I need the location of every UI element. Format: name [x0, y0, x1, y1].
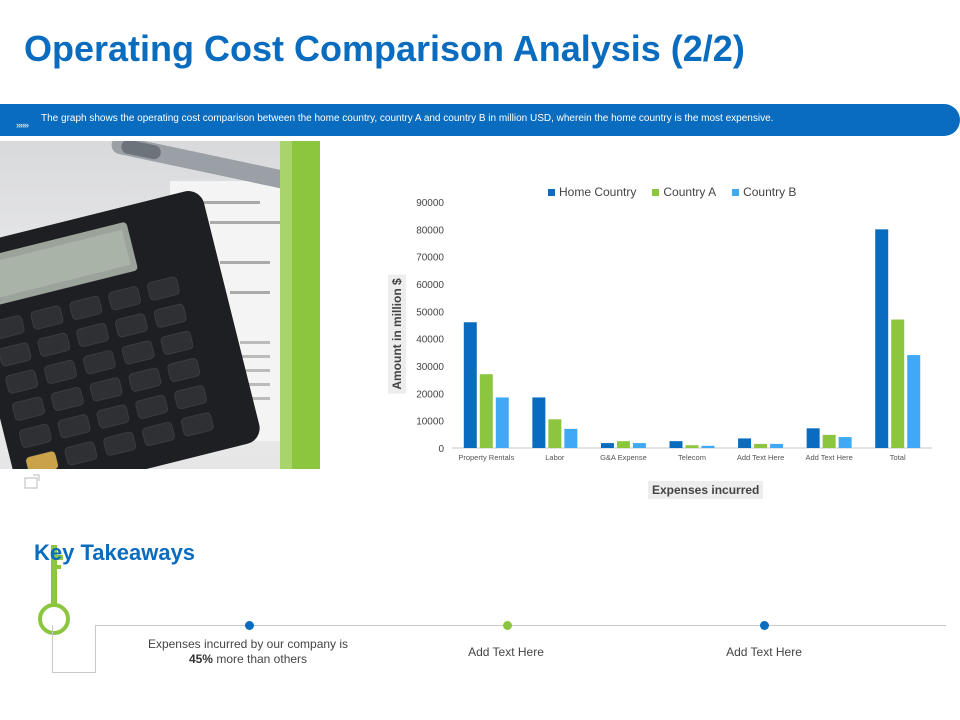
bar-country-b: [632, 443, 646, 448]
bar-home-country: [600, 443, 614, 448]
bar-home-country: [806, 428, 820, 448]
page-title: Operating Cost Comparison Analysis (2/2): [24, 28, 745, 69]
y-axis-label: Amount in million $: [388, 274, 406, 394]
y-tick-label: 90000: [416, 198, 444, 209]
takeaway-2-text: Add Text Here: [468, 645, 544, 659]
y-tick-label: 50000: [416, 307, 444, 318]
legend-label-home-country: Home Country: [559, 185, 637, 199]
bar-home-country: [875, 229, 889, 448]
y-tick-label: 30000: [416, 362, 444, 373]
banner-text: The graph shows the operating cost compa…: [41, 113, 774, 124]
legend-item-country-b: Country B: [732, 185, 796, 199]
green-strip-highlight: [280, 141, 292, 469]
bar-country-a: [616, 441, 630, 448]
legend-swatch-country-b: [732, 188, 740, 196]
y-tick-label: 60000: [416, 280, 444, 291]
x-tick-label: Total: [890, 453, 906, 462]
description-banner: »»» The graph shows the operating cost c…: [0, 104, 960, 136]
takeaway-1-text: Expenses incurred by our company is: [147, 637, 349, 651]
takeaway-3: Add Text Here: [644, 645, 884, 660]
x-tick-label: G&A Expense: [600, 453, 647, 462]
timeline-dot-2: [503, 621, 512, 630]
timeline-bracket: [52, 625, 96, 673]
bar-country-a: [685, 445, 699, 448]
takeaway-1-suffix: more than others: [212, 652, 308, 666]
takeaway-3-text: Add Text Here: [726, 645, 802, 659]
timeline-dot-1: [245, 621, 254, 630]
takeaway-1-highlight: 45%: [188, 652, 213, 666]
y-tick-label: 80000: [416, 225, 444, 236]
legend-swatch-country-a: [652, 188, 660, 196]
timeline-line: [96, 625, 946, 626]
image-placeholder-icon: [24, 474, 40, 490]
bar-country-b: [701, 445, 715, 448]
bar-home-country: [738, 438, 752, 448]
x-tick-label: Property Rentals: [458, 453, 514, 462]
x-tick-label: Labor: [545, 453, 565, 462]
bar-country-b: [838, 437, 852, 448]
takeaway-2: Add Text Here: [386, 645, 626, 660]
calculator-photo: [0, 141, 320, 469]
bar-home-country: [669, 441, 683, 448]
chart-legend: Home Country Country A Country B: [548, 185, 796, 199]
legend-label-country-b: Country B: [743, 185, 797, 199]
takeaway-1: Expenses incurred by our company is 45% …: [128, 637, 368, 667]
y-tick-label: 0: [438, 444, 444, 455]
legend-label-country-a: Country A: [663, 185, 717, 199]
x-tick-label: Add Text Here: [737, 453, 784, 462]
y-tick-label: 70000: [416, 253, 444, 264]
bar-home-country: [463, 322, 477, 448]
legend-item-home-country: Home Country: [548, 185, 636, 199]
timeline-dot-3: [760, 621, 769, 630]
bar-country-a: [822, 434, 836, 448]
x-axis-label: Expenses incurred: [648, 481, 764, 499]
x-tick-label: Add Text Here: [805, 453, 852, 462]
y-tick-label: 10000: [416, 417, 444, 428]
bar-country-a: [891, 319, 905, 448]
bar-country-b: [907, 355, 921, 448]
legend-item-country-a: Country A: [652, 185, 716, 199]
bar-country-a: [479, 374, 493, 448]
bar-country-a: [548, 419, 562, 448]
y-tick-label: 20000: [416, 389, 444, 400]
key-takeaways-title: Key Takeaways: [34, 540, 196, 565]
bar-country-b: [770, 443, 784, 448]
calculator-illustration: [0, 141, 318, 469]
bar-country-b: [564, 428, 578, 448]
legend-swatch-home-country: [548, 188, 555, 196]
bar-home-country: [532, 397, 546, 448]
bar-country-b: [495, 397, 509, 448]
y-tick-label: 40000: [416, 335, 444, 346]
key-icon: [34, 545, 74, 645]
double-chevron-icon: »»»: [16, 120, 29, 130]
x-tick-label: Telecom: [678, 453, 706, 462]
bar-country-a: [754, 443, 768, 448]
bar-chart: 0 10000 20000 30000 40000 50000 60000 70000 8000…: [416, 198, 932, 462]
